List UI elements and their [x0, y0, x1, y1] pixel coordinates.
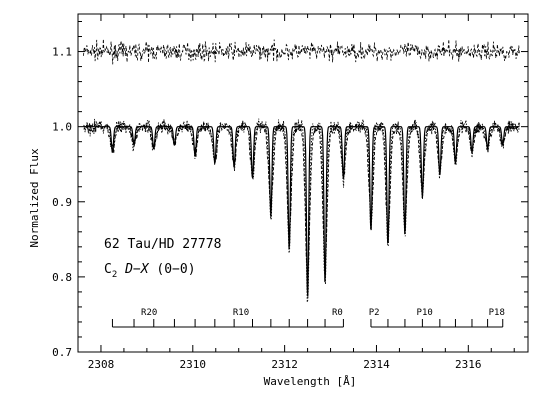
- annotation-molecule: C: [104, 262, 112, 277]
- branch-label: P10: [417, 308, 433, 318]
- y-tick-label: 0.9: [52, 196, 72, 209]
- annotation-band: C2 D−X (0−0): [104, 262, 196, 280]
- plot-frame: [77, 13, 529, 353]
- branch-label: R20: [141, 308, 157, 318]
- y-tick-label: 1.0: [52, 121, 72, 134]
- annotation-transition: D−X: [124, 262, 150, 277]
- branch-label: R10: [233, 308, 249, 318]
- annotation-vib-band: (0−0): [156, 262, 195, 277]
- y-tick-label: 1.1: [52, 46, 72, 59]
- axes: 2308 2310 2312 2314 2316 0.7 0.8 0.9 1.0 1.1: [52, 13, 529, 371]
- x-tick-label: 2316: [455, 358, 482, 371]
- branch-label: R0: [332, 308, 343, 318]
- x-tick-label: 2314: [363, 358, 390, 371]
- comparison-spectrum-dashed: [83, 38, 520, 65]
- branch-label: P2: [369, 308, 380, 318]
- spectrum-solid: [83, 126, 520, 297]
- x-tick-label: 2308: [88, 358, 115, 371]
- x-tick-label: 2312: [271, 358, 298, 371]
- branch-label: P18: [489, 308, 505, 318]
- annotation-star: 62 Tau/HD 27778: [104, 237, 221, 252]
- y-tick-label: 0.7: [52, 346, 72, 359]
- y-axis-label: Normalized Flux: [28, 148, 41, 248]
- spectra: [83, 38, 520, 303]
- x-axis-label: Wavelength [Å]: [264, 375, 357, 388]
- annotation-molecule-sub: 2: [112, 270, 117, 280]
- branch-markers: R20 R10 R0 P2 P10 P18: [111, 308, 505, 328]
- x-tick-label: 2310: [180, 358, 207, 371]
- y-tick-label: 0.8: [52, 271, 72, 284]
